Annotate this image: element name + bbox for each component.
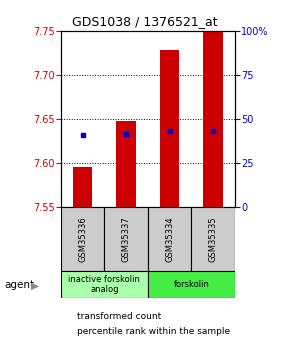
Bar	[116, 121, 136, 207]
Bar	[191, 207, 235, 271]
Text: forskolin: forskolin	[173, 280, 209, 289]
Bar	[203, 31, 223, 207]
Bar	[160, 50, 180, 207]
Bar	[61, 271, 148, 298]
Text: inactive forskolin
analog: inactive forskolin analog	[68, 275, 140, 294]
Text: percentile rank within the sample: percentile rank within the sample	[77, 327, 230, 336]
Bar	[148, 271, 235, 298]
Text: GDS1038 / 1376521_at: GDS1038 / 1376521_at	[72, 16, 218, 29]
Bar	[73, 167, 93, 207]
Text: GSM35334: GSM35334	[165, 216, 174, 262]
Bar	[104, 207, 148, 271]
Text: GSM35335: GSM35335	[209, 216, 218, 262]
Text: GSM35337: GSM35337	[122, 216, 131, 262]
Text: ▶: ▶	[31, 280, 39, 290]
Bar	[61, 207, 104, 271]
Text: GSM35336: GSM35336	[78, 216, 87, 262]
Text: transformed count: transformed count	[77, 312, 161, 321]
Bar	[148, 207, 191, 271]
Text: agent: agent	[4, 280, 35, 289]
